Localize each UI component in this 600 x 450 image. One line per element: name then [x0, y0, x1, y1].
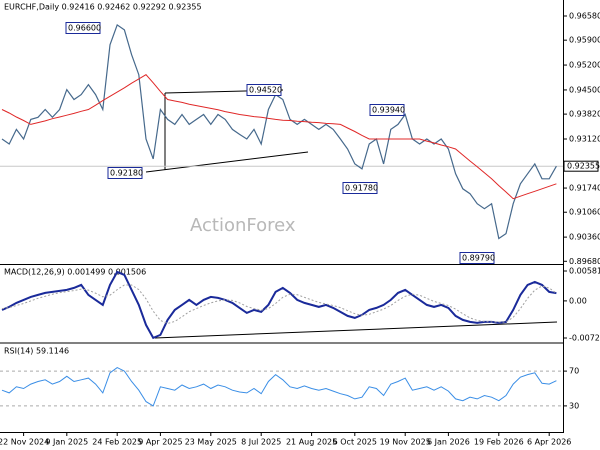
series-line — [1, 23, 557, 240]
last-price-label: 0.92355 — [567, 162, 600, 171]
annotation: 0.94520 — [249, 86, 282, 95]
y-tick-label: 0.95900 — [569, 36, 600, 45]
annotation: 0.89790 — [462, 254, 495, 263]
annotation: 0.96600 — [68, 24, 101, 33]
annotation-box — [65, 22, 101, 34]
y-tick-label: 0.91740 — [569, 184, 600, 193]
panel-title: RSI(14) 59.1146 — [4, 347, 69, 356]
y-tick-label: 0.93820 — [569, 110, 600, 119]
x-tick-label: 9 Jan 2025 — [45, 438, 88, 447]
y-tick-label: 0.93120 — [569, 134, 600, 143]
x-tick-label: 22 Nov 2024 — [0, 438, 49, 447]
x-tick-label: 6 Jan 2026 — [427, 438, 470, 447]
last-price-box — [563, 160, 599, 172]
y-tick-label: 0.00 — [569, 296, 587, 305]
annotation-box — [369, 104, 405, 116]
y-tick-label: 0.95200 — [569, 61, 600, 70]
series-line — [1, 270, 557, 340]
annotation-box — [107, 167, 143, 179]
annotation-box — [459, 252, 495, 264]
series-line — [1, 74, 557, 200]
panel-title: MACD(12,26,9) 0.001499 0.001506 — [4, 268, 146, 277]
trend-line — [145, 151, 309, 173]
y-tick-label: 0.90360 — [569, 233, 600, 242]
x-tick-label: 9 Apr 2025 — [138, 438, 182, 447]
y-tick-label: 30 — [569, 401, 579, 410]
x-tick-label: 21 Aug 2025 — [286, 438, 337, 447]
annotation: 0.93940 — [372, 106, 405, 115]
x-tick-label: 6 Apr 2026 — [527, 438, 571, 447]
annotation-box — [342, 182, 378, 194]
annotation: 0.91780 — [345, 184, 378, 193]
x-tick-label: 19 Nov 2025 — [380, 438, 431, 447]
y-tick-label: 0.96580 — [569, 11, 600, 20]
annotation-box — [246, 84, 282, 96]
y-tick-label: 0.89680 — [569, 257, 600, 266]
series-line — [1, 367, 557, 407]
chart-title: EURCHF,Daily 0.92416 0.92462 0.92292 0.9… — [4, 3, 202, 12]
x-tick-label: 24 Feb 2025 — [92, 438, 142, 447]
x-tick-label: 19 Feb 2026 — [474, 438, 524, 447]
y-tick-label: 0.005814 — [569, 267, 600, 276]
y-tick-label: 0.91060 — [569, 208, 600, 217]
trend-line — [154, 321, 558, 339]
y-tick-label: 0.94500 — [569, 85, 600, 94]
x-tick-label: 8 Jul 2025 — [241, 438, 281, 447]
x-tick-label: 23 May 2025 — [185, 438, 237, 447]
y-tick-label: -0.007222 — [569, 334, 600, 343]
y-tick-label: 70 — [569, 367, 579, 376]
watermark: ActionForex — [190, 215, 296, 236]
annotation: 0.92180 — [110, 169, 143, 178]
x-tick-label: 6 Oct 2025 — [333, 438, 377, 447]
series-line — [1, 284, 557, 325]
